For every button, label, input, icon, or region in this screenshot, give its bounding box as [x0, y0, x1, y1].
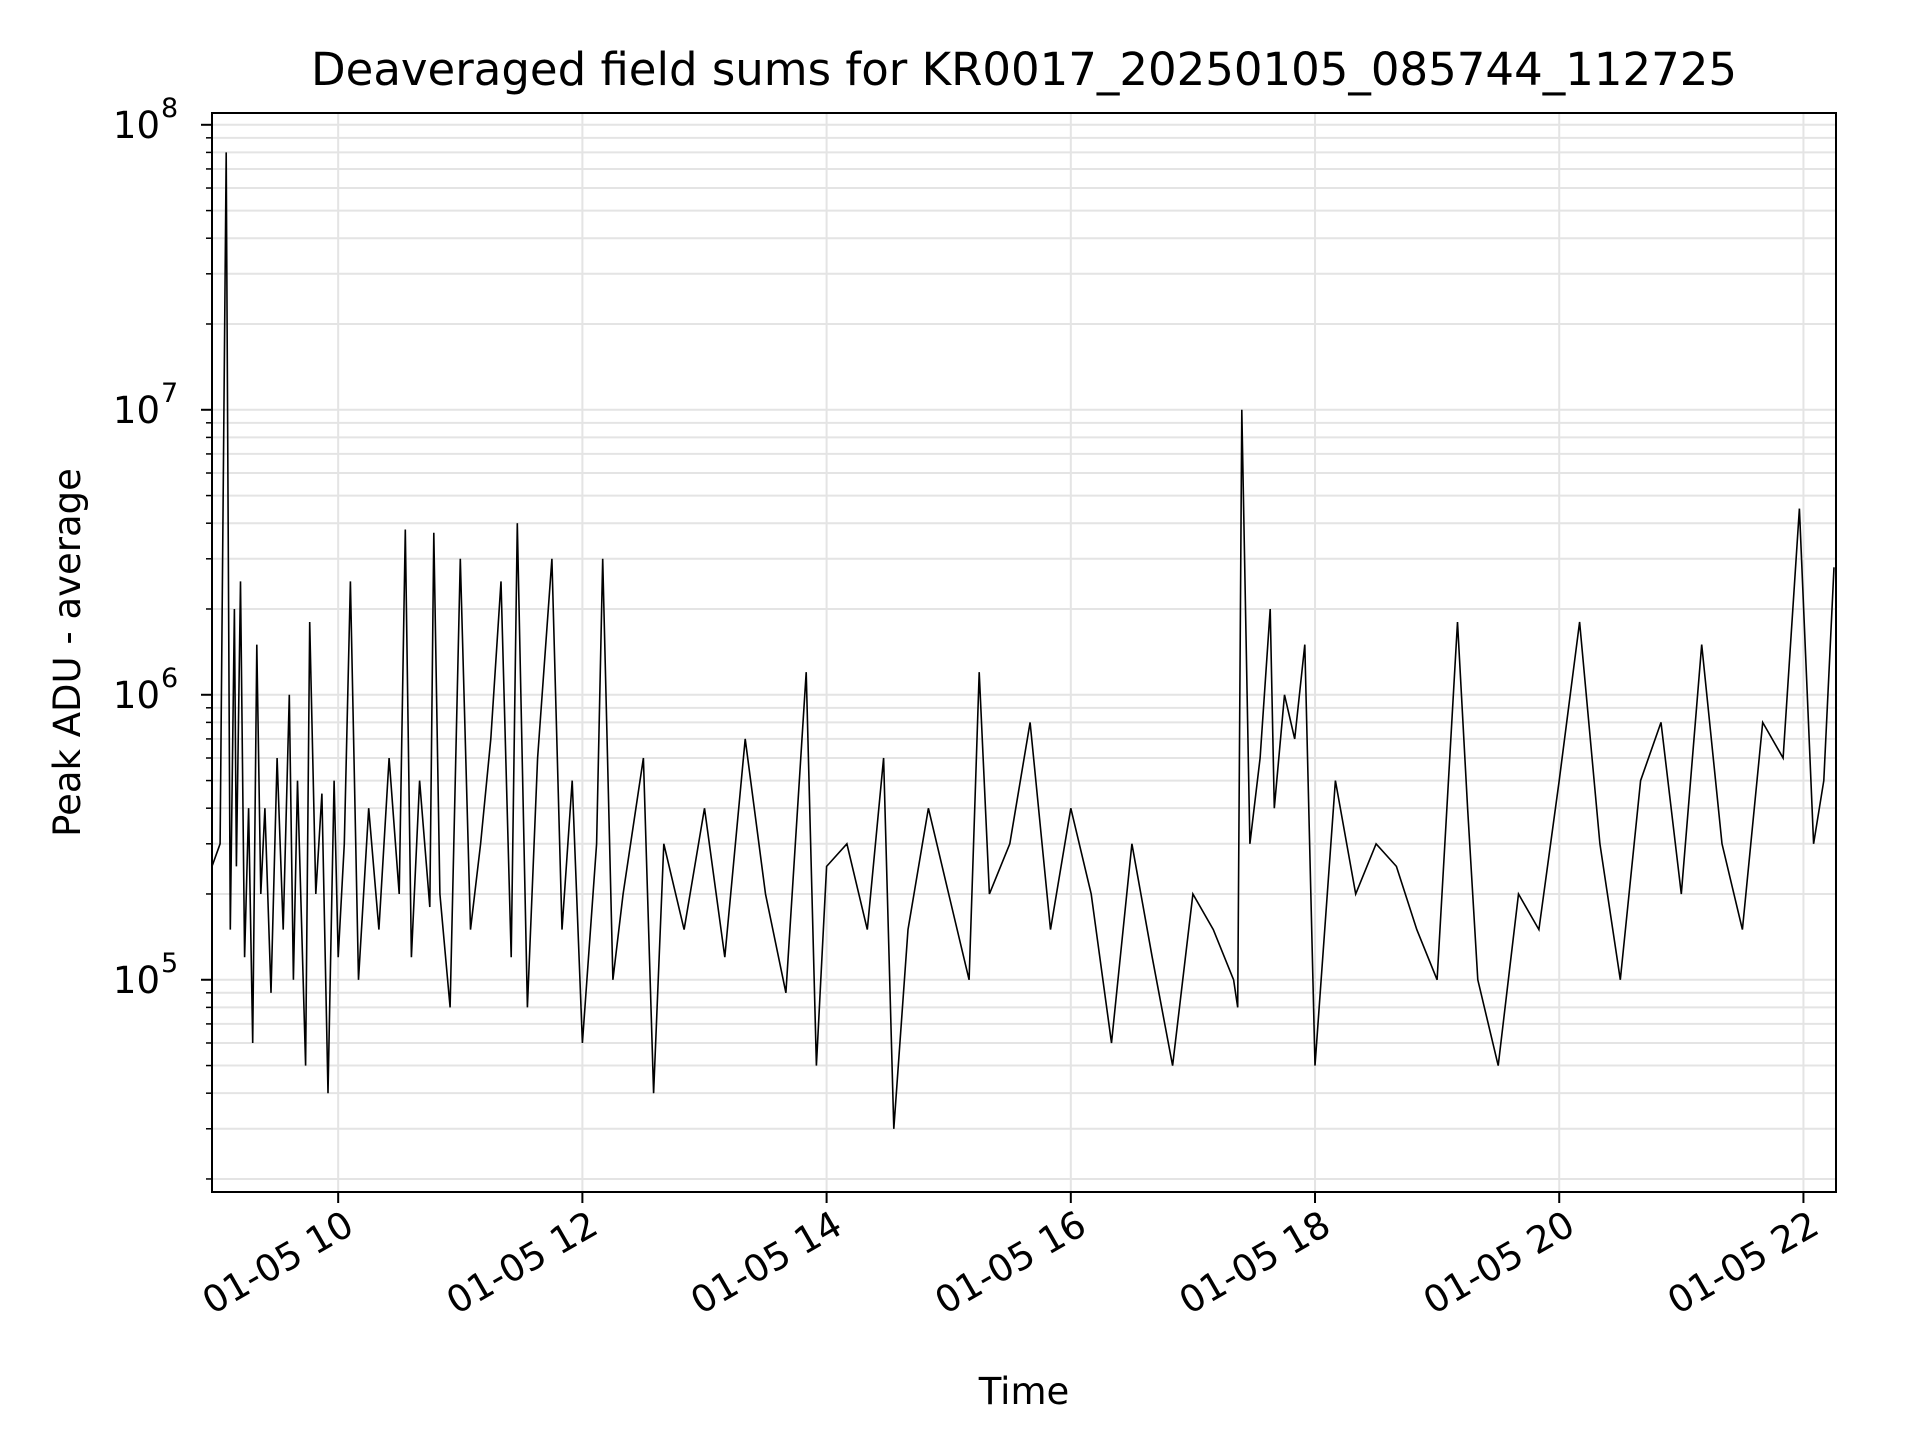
series-line: [211, 152, 1835, 1129]
y-tick-label: 10 8: [113, 93, 178, 147]
y-tick-base: 10: [113, 389, 160, 432]
y-tick-label: 10 5: [113, 948, 178, 1002]
y-axis-label: Peak ADU - average: [46, 468, 89, 837]
chart-title: Deaveraged field sums for KR0017_2025010…: [311, 43, 1737, 96]
y-tick-label: 10 6: [113, 663, 178, 717]
y-tick-exponent: 8: [161, 93, 178, 124]
y-tick-exponent: 7: [161, 378, 178, 409]
y-tick-exponent: 6: [161, 663, 178, 694]
y-tick-base: 10: [113, 104, 160, 147]
series-layer: [211, 152, 1835, 1129]
y-tick-base: 10: [113, 959, 160, 1002]
y-tick-label: 10 7: [113, 378, 178, 432]
grid: [212, 113, 1836, 1192]
x-axis-label: Time: [978, 1370, 1070, 1413]
y-tick-base: 10: [113, 674, 160, 717]
plot-frame: [211, 112, 1837, 1193]
y-tick-exponent: 5: [161, 948, 178, 979]
